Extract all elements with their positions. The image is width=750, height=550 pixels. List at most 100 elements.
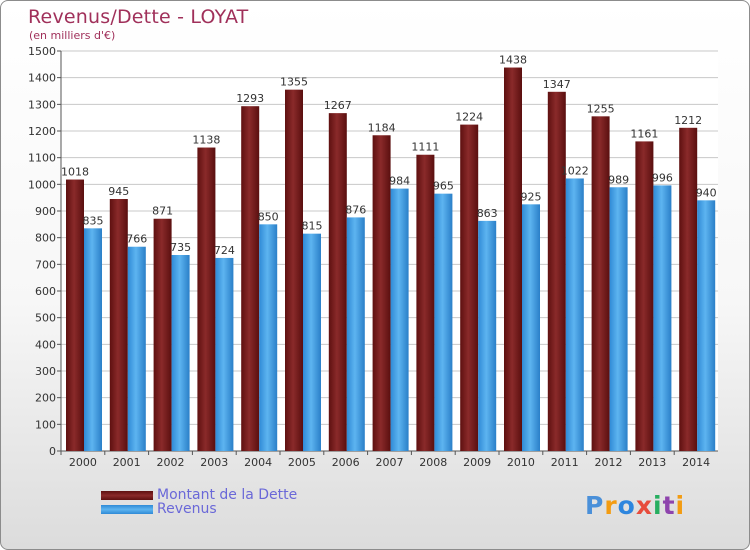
data-label-dette: 1212	[674, 114, 702, 127]
bar-revenus	[390, 188, 409, 451]
labels-layer: 0 100 200 300 400 500 600 700 800 900 1000 1100 1200…	[28, 45, 717, 469]
y-tick-label: 800	[35, 232, 56, 245]
bars-layer	[66, 67, 716, 452]
chart-title: Revenus/Dette - LOYAT	[28, 6, 249, 28]
bar-dette	[241, 106, 260, 451]
y-tick-label: 100	[35, 418, 56, 431]
data-label-revenus: 984	[389, 175, 410, 188]
logo-letter: x	[635, 491, 653, 520]
data-label-revenus: 1022	[561, 164, 589, 177]
legend-swatch-revenus	[101, 504, 153, 514]
logo-letter: P	[585, 491, 605, 520]
y-tick-label: 400	[35, 338, 56, 351]
bar-revenus	[84, 228, 102, 451]
data-label-revenus: 815	[302, 220, 323, 233]
x-tick-label: 2014	[682, 456, 710, 469]
x-tick-label: 2008	[419, 456, 447, 469]
logo-letter: t	[662, 491, 676, 520]
bar-dette	[285, 89, 303, 452]
y-tick-label: 1200	[28, 125, 56, 138]
x-tick-label: 2013	[638, 456, 666, 469]
chart-subtitle: (en milliers d'€)	[29, 29, 116, 42]
y-tick-label: 1500	[28, 45, 56, 58]
data-label-dette: 1184	[368, 121, 396, 134]
bar-revenus	[565, 178, 584, 451]
y-tick-label: 1300	[28, 98, 56, 111]
bar-revenus	[653, 185, 672, 451]
x-tick-label: 2002	[157, 456, 185, 469]
y-tick-label: 700	[35, 258, 56, 271]
bar-revenus	[303, 233, 321, 451]
logo-letter: i	[653, 491, 663, 520]
x-tick-label: 2003	[200, 456, 228, 469]
bar-dette	[109, 199, 128, 451]
proxiti-logo: Proxiti	[585, 491, 685, 520]
bar-revenus	[171, 255, 190, 451]
bar-dette	[591, 116, 610, 451]
x-tick-label: 2011	[551, 456, 579, 469]
y-tick-label: 1000	[28, 178, 56, 191]
data-label-revenus: 876	[345, 203, 366, 216]
data-label-revenus: 850	[258, 210, 279, 223]
data-label-dette: 871	[152, 205, 173, 218]
data-label-dette: 1018	[61, 166, 89, 179]
bar-revenus	[346, 217, 365, 451]
data-label-revenus: 724	[214, 244, 235, 257]
x-tick-label: 2006	[332, 456, 360, 469]
bar-revenus	[434, 193, 453, 451]
data-label-dette: 1347	[543, 78, 571, 91]
bar-revenus	[609, 187, 628, 451]
data-label-dette: 1438	[499, 54, 527, 67]
data-label-revenus: 940	[696, 186, 717, 199]
data-label-dette: 1255	[587, 102, 615, 115]
x-tick-label: 2007	[376, 456, 404, 469]
y-tick-label: 500	[35, 312, 56, 325]
bar-dette	[460, 124, 479, 451]
bar-dette	[66, 179, 84, 452]
bar-dette	[679, 127, 698, 452]
bar-dette	[197, 147, 216, 452]
bar-revenus	[478, 220, 497, 451]
data-label-revenus: 766	[126, 233, 147, 246]
bar-revenus	[259, 224, 278, 451]
x-tick-label: 2005	[288, 456, 316, 469]
data-label-dette: 945	[108, 185, 129, 198]
logo-letter: i	[675, 491, 686, 520]
bar-dette	[372, 135, 391, 451]
y-tick-label: 200	[35, 392, 56, 405]
data-label-revenus: 835	[83, 214, 104, 227]
bar-revenus	[697, 200, 716, 451]
legend-label-revenus: Revenus	[157, 501, 217, 517]
data-label-revenus: 925	[521, 190, 542, 203]
data-label-dette: 1293	[236, 92, 264, 105]
logo-letter: r	[604, 491, 618, 520]
bar-revenus	[522, 204, 540, 451]
logo-letter: o	[617, 491, 636, 520]
legend-item-debt: Montant de la Dette	[101, 487, 298, 503]
legend-swatch-debt	[101, 490, 153, 500]
bar-dette	[416, 154, 435, 451]
data-label-dette: 1355	[280, 76, 308, 89]
y-tick-label: 600	[35, 285, 56, 298]
y-tick-label: 300	[35, 365, 56, 378]
legend-label-debt: Montant de la Dette	[157, 487, 298, 503]
data-label-revenus: 996	[652, 171, 673, 184]
bar-revenus	[127, 246, 146, 451]
data-label-dette: 1138	[192, 134, 220, 147]
x-tick-label: 2001	[113, 456, 141, 469]
bar-dette	[547, 91, 566, 452]
data-label-dette: 1161	[630, 127, 658, 140]
y-tick-label: 900	[35, 205, 56, 218]
x-tick-label: 2010	[507, 456, 535, 469]
data-label-revenus: 965	[433, 180, 454, 193]
x-tick-label: 2000	[69, 456, 97, 469]
legend-item-revenus: Revenus	[101, 501, 297, 517]
bar-revenus	[215, 257, 234, 451]
data-label-revenus: 863	[477, 207, 498, 220]
data-label-dette: 1111	[411, 141, 439, 154]
x-tick-label: 2012	[595, 456, 623, 469]
bar-dette	[328, 113, 347, 451]
bar-dette	[504, 67, 522, 452]
